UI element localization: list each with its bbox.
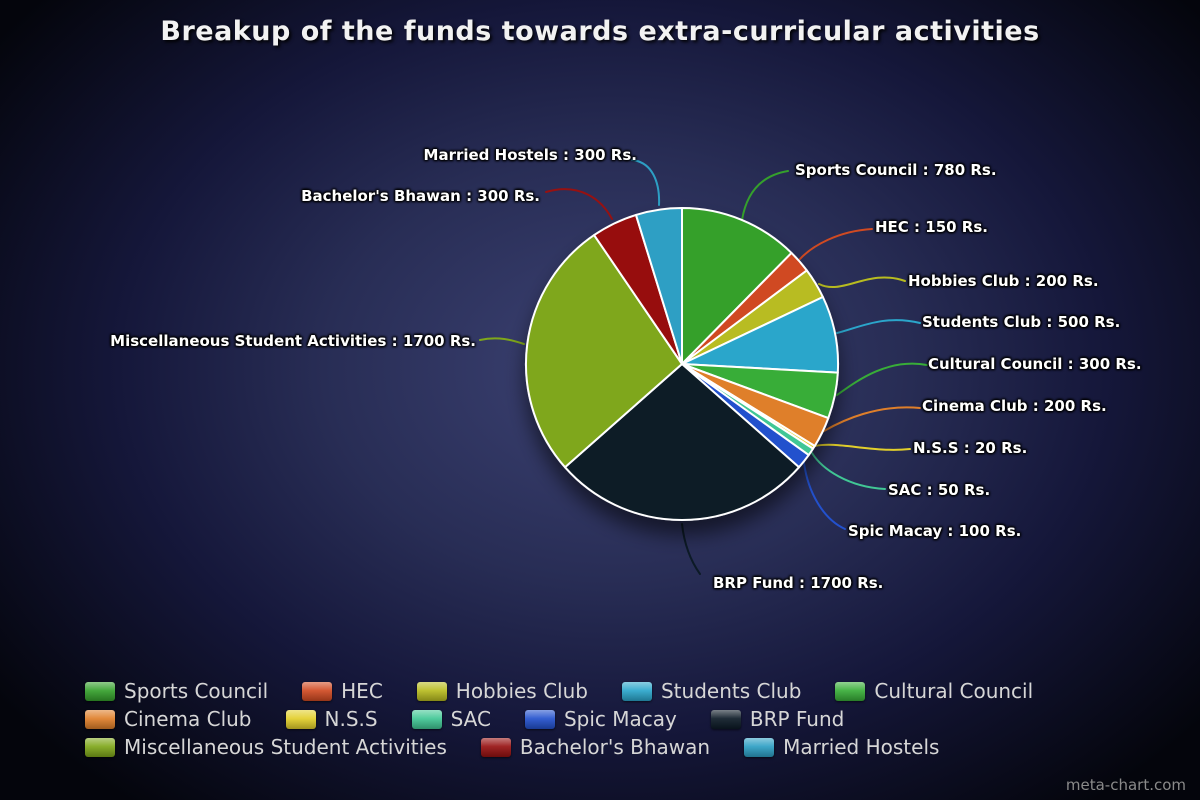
legend-swatch-n-s-s (285, 709, 316, 729)
legend-swatch-cinema-club (85, 709, 115, 729)
legend-item-cultural-council: Cultural Council (835, 679, 1033, 703)
legend-item-sports-council: Sports Council (85, 679, 268, 703)
legend-item-spic-macay: Spic Macay (524, 707, 677, 731)
slice-label-spic-macay: Spic Macay : 100 Rs. (848, 522, 1022, 540)
legend-label: HEC (341, 679, 383, 703)
legend-swatch-bachelor-s-bhawan (480, 737, 511, 757)
legend-label: Sports Council (124, 679, 269, 703)
watermark: meta-chart.com (1065, 776, 1186, 794)
pie-slice-n-s-s (681, 363, 816, 450)
legend-label: Cinema Club (124, 707, 252, 731)
legend-row-1: Sports Council HEC Hobbies Club Students Cl… (85, 677, 1033, 705)
legend-item-married-hostels: Married Hostels (744, 735, 939, 759)
legend-swatch-sports-council (85, 681, 115, 701)
pie-slice-hec (681, 251, 808, 365)
legend-label: Miscellaneous Student Activities (124, 735, 447, 759)
pie-slice-hobbies-club (681, 269, 824, 365)
leader-line-bachelors-bhawan (545, 188, 613, 220)
pie-slice-cinema-club (681, 363, 830, 447)
leader-line-spic-macay (803, 462, 846, 530)
leader-line-sports-council (741, 170, 789, 221)
pie-slice-miscellaneous-student-activities (524, 234, 683, 469)
legend-swatch-brp-fund (710, 709, 741, 729)
legend-item-bachelor-s-bhawan: Bachelor's Bhawan (480, 735, 711, 759)
leader-line-miscellaneous (479, 337, 525, 345)
legend-item-n-s-s: N.S.S (285, 707, 378, 731)
legend-swatch-spic-macay (524, 709, 555, 729)
legend-swatch-sac (411, 709, 442, 729)
legend-row-2: Cinema Club N.S.S SAC Spic Macay BRP Fund (85, 705, 1033, 733)
legend-label: SAC (450, 707, 491, 731)
legend-label: BRP Fund (749, 707, 845, 731)
slice-label-brp-fund: BRP Fund : 1700 Rs. (713, 574, 884, 592)
slice-label-sac: SAC : 50 Rs. (888, 481, 991, 499)
pie-slice-married-hostels (635, 206, 683, 365)
leader-line-cultural-council (836, 362, 928, 396)
legend-item-students-club: Students Club (621, 679, 802, 703)
slice-label-married-hostels: Married Hostels : 300 Rs. (423, 146, 637, 164)
slice-label-hec: HEC : 150 Rs. (875, 218, 988, 236)
chart-title: Breakup of the funds towards extra-curri… (160, 16, 1040, 47)
legend-swatch-miscellaneous-student-activities (85, 737, 115, 757)
legend-row-3: Miscellaneous Student Activities Bachelor… (85, 733, 1033, 761)
legend-label: Bachelor's Bhawan (519, 735, 711, 759)
legend-item-sac: SAC (411, 707, 491, 731)
legend-swatch-married-hostels (744, 737, 775, 757)
leader-line-brp-fund (681, 523, 701, 575)
legend-item-miscellaneous-student-activities: Miscellaneous Student Activities (85, 735, 447, 759)
slice-label-sports-council: Sports Council : 780 Rs. (795, 161, 997, 179)
legend-item-cinema-club: Cinema Club (85, 707, 252, 731)
pie-slice-cultural-council (681, 363, 839, 420)
legend-label: Married Hostels (783, 735, 940, 759)
leader-line-nss (814, 443, 911, 451)
legend-label: Cultural Council (874, 679, 1034, 703)
leader-line-cinema-club (823, 406, 921, 432)
legend-swatch-students-club (621, 681, 652, 701)
legend-label: N.S.S (324, 707, 378, 731)
slice-label-hobbies-club: Hobbies Club : 200 Rs. (908, 272, 1099, 290)
legend-swatch-hobbies-club (416, 681, 447, 701)
leader-line-hobbies-club (818, 276, 906, 289)
pie-slice-sac (681, 363, 814, 457)
leader-line-married-hostels (631, 159, 661, 206)
legend: Sports Council HEC Hobbies Club Students Cl… (85, 677, 1033, 761)
slice-label-miscellaneous: Miscellaneous Student Activities : 1700 … (110, 332, 476, 350)
legend-item-brp-fund: BRP Fund (710, 707, 845, 731)
legend-label: Spic Macay (563, 707, 677, 731)
leader-line-hec (799, 228, 873, 260)
pie-slice-bachelor-s-bhawan (593, 213, 683, 365)
pie-slice-brp-fund (564, 363, 800, 522)
slice-label-cinema-club: Cinema Club : 200 Rs. (922, 397, 1107, 415)
legend-item-hobbies-club: Hobbies Club (416, 679, 588, 703)
legend-label: Hobbies Club (455, 679, 588, 703)
legend-swatch-hec (302, 681, 333, 701)
legend-item-hec: HEC (302, 679, 383, 703)
legend-swatch-cultural-council (835, 681, 866, 701)
slice-label-cultural-council: Cultural Council : 300 Rs. (928, 355, 1142, 373)
legend-label: Students Club (660, 679, 802, 703)
slice-label-students-club: Students Club : 500 Rs. (922, 313, 1121, 331)
pie-slice-sports-council (681, 207, 793, 365)
leader-line-sac (811, 452, 886, 490)
pie-slice-students-club (681, 296, 840, 374)
slice-label-nss: N.S.S : 20 Rs. (913, 439, 1028, 457)
leader-line-students-club (836, 319, 921, 334)
slice-label-bachelors-bhawan: Bachelor's Bhawan : 300 Rs. (301, 187, 540, 205)
pie-slice-spic-macay (681, 363, 810, 469)
